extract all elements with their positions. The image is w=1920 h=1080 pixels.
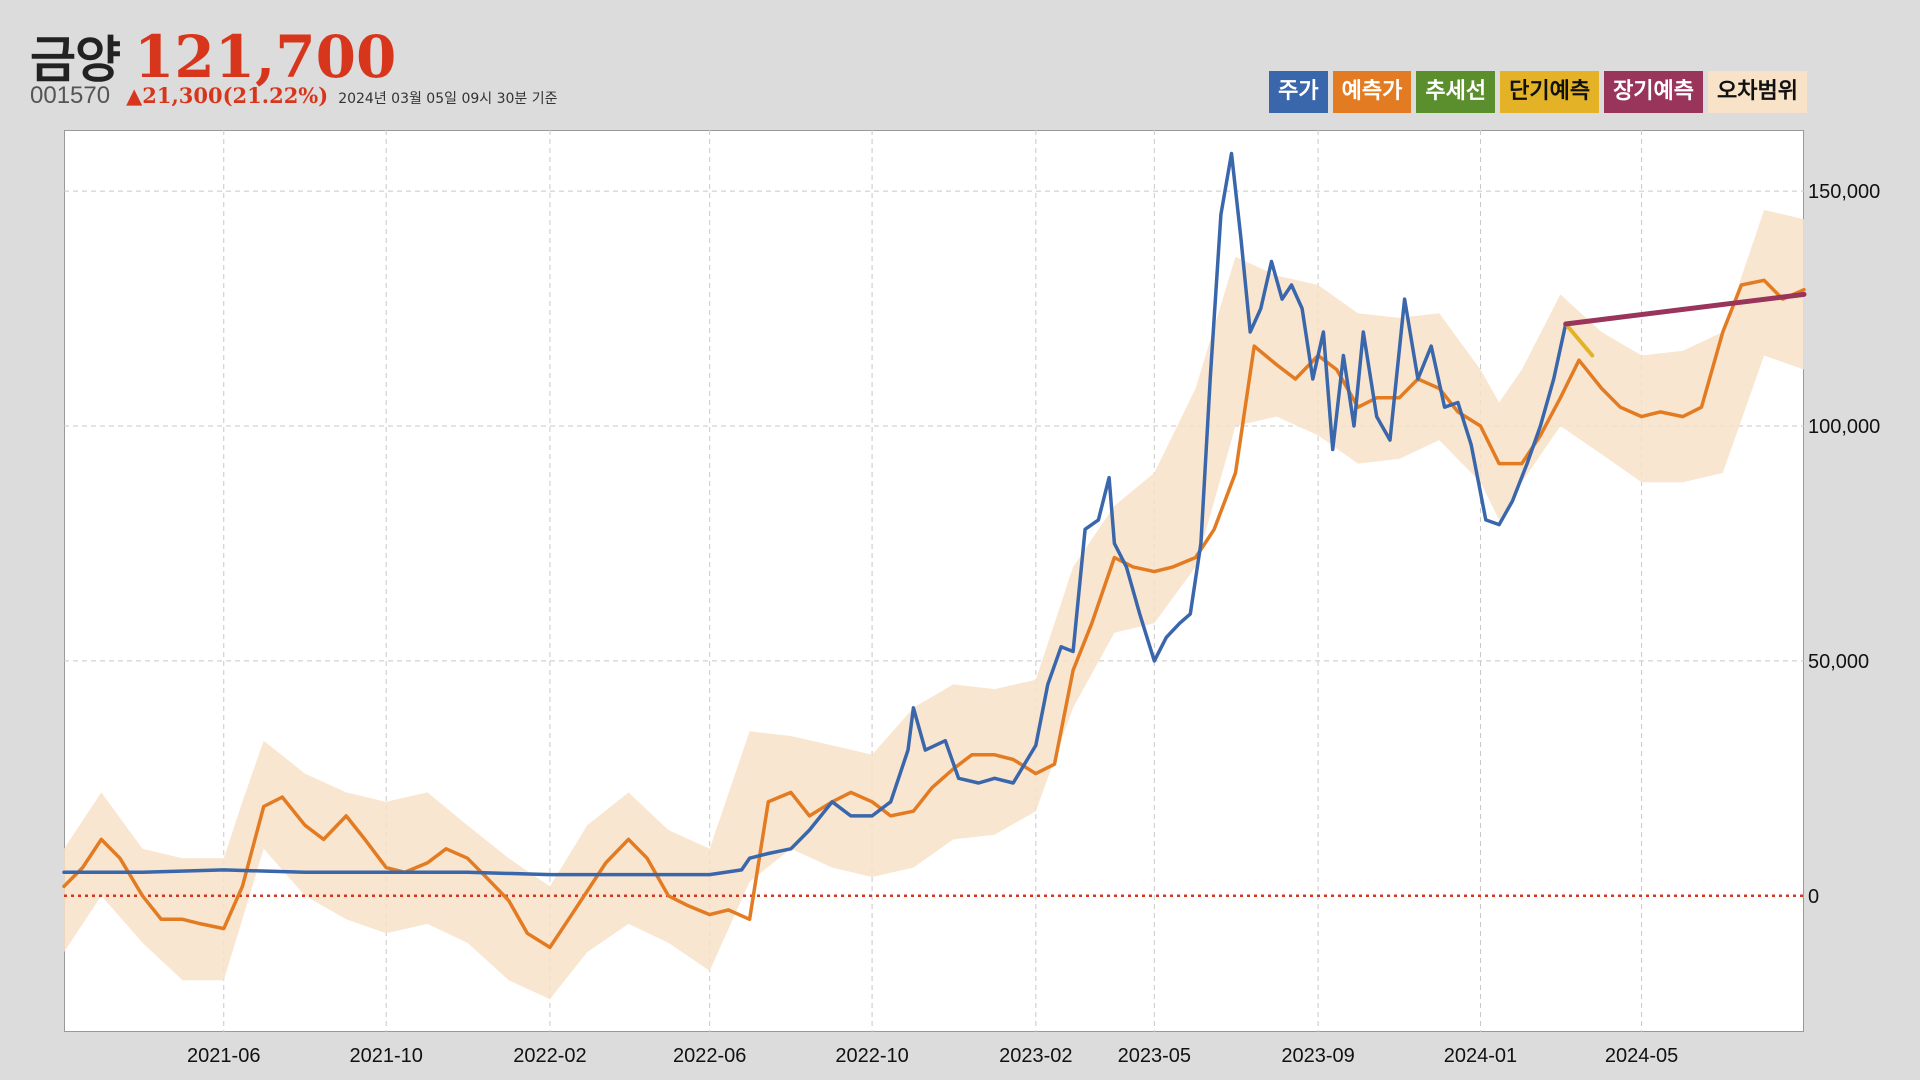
y-tick-label-3: 150,000	[1808, 181, 1880, 203]
y-tick-label-2: 100,000	[1808, 416, 1880, 438]
x-tick-label-8: 2024-01	[1444, 1045, 1517, 1067]
error-range-band	[64, 209, 1804, 1000]
stock-subinfo: 001570 ▲21,300(21.22%) 2024년 03월 05일 09시…	[30, 82, 558, 110]
name-price-row: 금양 121,700	[30, 20, 396, 92]
y-tick-label-0: 0	[1808, 886, 1819, 908]
stock-name: 금양	[30, 31, 121, 89]
x-tick-label-3: 2022-06	[673, 1045, 746, 1067]
legend-error-range[interactable]: 오차범위	[1708, 71, 1807, 113]
long-term-forecast-line	[1563, 291, 1807, 327]
legend-long-term-forecast[interactable]: 장기예측	[1604, 71, 1704, 113]
legend-predicted[interactable]: 예측가	[1332, 71, 1412, 113]
x-tick-label-9: 2024-05	[1605, 1045, 1678, 1067]
stock-code: 001570	[30, 82, 111, 109]
x-tick-label-7: 2023-09	[1281, 1045, 1354, 1067]
legend-trendline[interactable]: 추세선	[1416, 71, 1496, 113]
chart-legend: 주가 예측가 추세선 단기예측 장기예측 오차범위	[1269, 71, 1807, 113]
update-time: 2024년 03월 05일 09시 30분 기준	[338, 91, 558, 107]
stock-price-line	[62, 151, 1568, 877]
price-change: ▲21,300(21.22%)	[126, 83, 329, 108]
predicted-price-line	[62, 278, 1806, 950]
x-tick-label-1: 2021-10	[349, 1045, 422, 1067]
stock-header: 금양 121,700 001570 ▲21,300(21.22%) 2024년 …	[30, 20, 558, 109]
legend-short-term-forecast[interactable]: 단기예측	[1500, 71, 1600, 113]
x-tick-label-4: 2022-10	[835, 1045, 908, 1067]
short-term-forecast-line	[1563, 322, 1595, 358]
x-tick-label-6: 2023-05	[1118, 1045, 1191, 1067]
stock-price: 121,700	[134, 23, 397, 91]
x-tick-label-0: 2021-06	[187, 1045, 260, 1067]
x-tick-label-2: 2022-02	[513, 1045, 586, 1067]
x-tick-label-5: 2023-02	[999, 1045, 1072, 1067]
legend-price[interactable]: 주가	[1269, 71, 1328, 113]
y-tick-label-1: 50,000	[1808, 651, 1869, 673]
